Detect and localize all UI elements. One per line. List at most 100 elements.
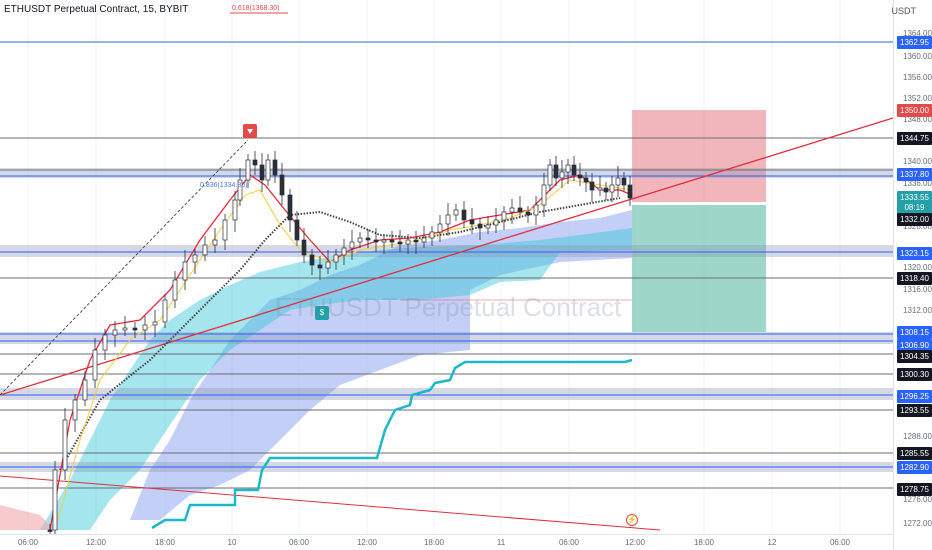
time-label: 18:00 [423, 538, 445, 547]
candle-body [583, 177, 589, 183]
candle-body [172, 279, 178, 301]
candle-body [421, 237, 427, 243]
price-tag: 1323.15 [897, 247, 932, 260]
candle-body [437, 223, 443, 233]
candle-body [373, 239, 379, 243]
candle-body [553, 164, 559, 179]
fib-label-upper: 0.618(1368.30) [232, 5, 280, 12]
price-tag: 1285.55 [897, 447, 932, 460]
time-label: 06:00 [17, 538, 39, 547]
time-label: 12 [767, 538, 777, 547]
time-label: 18:00 [154, 538, 176, 547]
price-tick: 1276.00 [903, 495, 932, 504]
price-tag: 1278.75 [897, 483, 932, 496]
price-tick: 1352.00 [903, 94, 932, 103]
candle-body [309, 254, 315, 266]
symbol-watermark: ETHUSDT Perpetual Contract [275, 292, 622, 322]
currency-label[interactable]: USDT [891, 6, 917, 16]
candle-body [222, 219, 228, 241]
time-label: 12:00 [624, 538, 646, 547]
trendline-support [0, 117, 893, 396]
candle-body [142, 324, 148, 331]
candle-body [589, 181, 595, 191]
cloud-cyan [40, 228, 632, 530]
price-tick: 1336.00 [903, 179, 932, 188]
candle-body [62, 419, 68, 471]
candle-body [192, 254, 198, 263]
take-profit-zone[interactable] [632, 205, 766, 332]
candlesticks [47, 151, 633, 534]
candle-body [381, 239, 387, 243]
time-label: 18:00 [693, 538, 715, 547]
time-label: 06:00 [829, 538, 851, 547]
price-tag: 1362.95 [897, 36, 932, 49]
candle-body [122, 327, 128, 331]
candle-body [232, 199, 238, 221]
time-label: 06:00 [558, 538, 580, 547]
candle-body [72, 399, 78, 421]
candle-body [162, 299, 168, 323]
stop-loss-zone[interactable] [632, 110, 766, 202]
candle-body [357, 237, 363, 243]
candle-body [525, 211, 531, 216]
time-label: 12:00 [85, 538, 107, 547]
candle-body [621, 177, 627, 186]
time-label: 10 [227, 538, 237, 547]
candle-body [541, 184, 547, 206]
time-axis[interactable]: 06:00 12:00 18:00 10 06:00 12:00 18:00 11 06:00 1… [0, 534, 893, 550]
time-label: 06:00 [288, 538, 310, 547]
candle-body [429, 231, 435, 239]
candle-body [301, 239, 307, 256]
candle-body [47, 529, 53, 532]
candle-body [493, 219, 499, 226]
candle-body [333, 254, 339, 263]
price-tick: 1360.00 [903, 52, 932, 61]
cloud-blue [130, 210, 632, 520]
candle-body [317, 264, 323, 269]
price-tick: 1328.00 [903, 222, 932, 231]
candle-body [92, 349, 98, 381]
price-tag: 1293.55 [897, 404, 932, 417]
price-tag: 1296.25 [897, 390, 932, 403]
candle-body [259, 164, 265, 181]
price-tick: 1312.00 [903, 306, 932, 315]
candle-body [627, 184, 633, 199]
candle-body [341, 247, 347, 256]
time-label: 11 [496, 538, 506, 547]
candle-body [509, 207, 515, 213]
candle-body [413, 239, 419, 243]
candle-body [202, 244, 208, 256]
price-tag: 1306.90 [897, 339, 932, 352]
candle-body [603, 187, 609, 193]
price-tag: 1300.30 [897, 368, 932, 381]
candle-body [461, 209, 467, 221]
baseline-step [151, 358, 633, 530]
price-tag: 1308.15 [897, 326, 932, 339]
candle-body [287, 194, 293, 221]
candle-body [132, 327, 138, 331]
sell-signal-icon[interactable] [243, 124, 257, 138]
candle-body [279, 174, 285, 196]
candle-body [152, 321, 158, 326]
symbol-title[interactable]: ETHUSDT Perpetual Contract, 15, BYBIT [4, 4, 189, 15]
candle-body [547, 164, 553, 186]
candle-body [365, 237, 371, 241]
price-tick: 1320.00 [903, 263, 932, 272]
buy-signal-icon[interactable]: $ [315, 306, 329, 320]
price-tag: 1282.90 [897, 461, 932, 474]
price-tag: 1332.00 [897, 213, 932, 226]
candle-body [245, 159, 251, 181]
price-tag: 1333.55 [897, 191, 932, 204]
fib-label-lower: 0.836(1334.80) [200, 182, 248, 189]
candle-body [477, 223, 483, 229]
candle-body [615, 177, 621, 186]
grid [27, 0, 841, 534]
candle-body [182, 261, 188, 281]
candle-body [453, 209, 459, 216]
candle-body [405, 239, 411, 245]
fib-diagonal [0, 139, 249, 396]
lightning-icon[interactable]: ⚡ [626, 514, 638, 526]
candle-body [559, 171, 565, 179]
chart-canvas[interactable] [0, 0, 893, 534]
